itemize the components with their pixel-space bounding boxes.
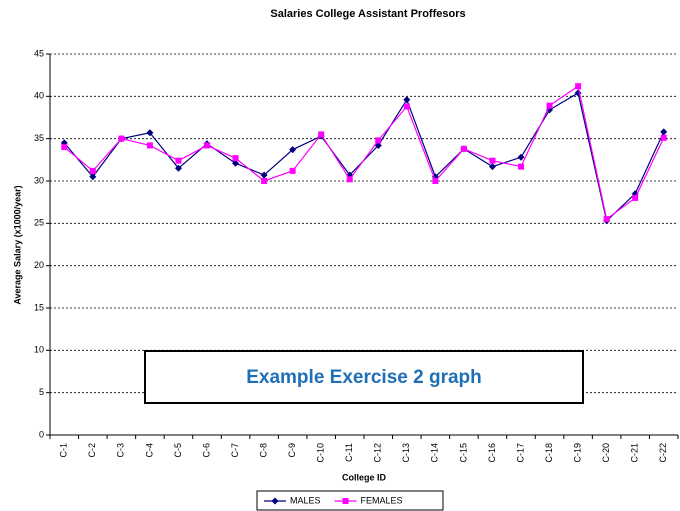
chart-title: Salaries College Assistant Proffesors [270,8,465,20]
data-point [432,178,439,184]
y-tick-label: 5 [39,387,44,397]
x-tick-label: C-9 [287,443,297,458]
data-point [232,155,239,162]
annotation-box [144,350,584,404]
data-point [488,163,496,171]
data-point [289,146,297,154]
y-tick-label: 25 [34,218,44,228]
x-tick-label: C-18 [544,443,554,463]
x-tick-label: C-19 [572,443,582,463]
series-line [63,85,665,221]
data-point [632,194,639,201]
y-tick-label: 0 [39,429,44,439]
data-point [603,216,610,223]
data-point [546,102,553,109]
x-axis-title: College ID [342,472,387,482]
x-tick-label: C-16 [487,443,497,463]
x-tick-label: C-20 [601,443,611,463]
data-point [232,159,240,167]
x-tick-label: C-13 [401,443,411,463]
data-point [517,153,525,161]
data-point [403,103,410,110]
x-tick-label: C-17 [515,443,525,463]
x-tick-label: C-5 [173,443,183,458]
y-tick-label: 30 [34,175,44,185]
data-point [518,163,524,170]
data-point [575,83,582,90]
data-point [375,137,382,144]
data-point [89,173,97,181]
data-point [175,157,182,164]
data-point [346,176,353,183]
x-tick-label: C-8 [258,443,268,458]
y-tick-label: 10 [34,345,44,355]
data-point [146,142,153,149]
data-point [118,135,125,142]
series-line [63,92,665,222]
y-tick-label: 20 [34,260,44,270]
x-tick-label: C-10 [316,443,326,463]
data-point [146,129,154,137]
data-point [318,131,325,138]
y-tick-label: 45 [34,48,44,58]
data-point [61,144,68,151]
data-point [260,171,268,179]
data-point [204,142,210,149]
data-point [489,157,496,164]
legend-label: MALES [290,495,321,505]
x-tick-label: C-3 [116,443,126,458]
y-axis-title: Average Salary (x1000/year) [12,185,22,304]
data-point [660,128,668,136]
data-point [403,96,411,104]
x-tick-label: C-4 [144,443,154,458]
data-point [289,167,296,174]
x-tick-label: C-21 [630,443,640,463]
y-tick-label: 40 [34,91,44,101]
x-tick-label: C-7 [230,443,240,458]
y-tick-label: 35 [34,133,44,143]
x-tick-label: C-22 [658,443,668,463]
x-tick-label: C-14 [430,443,440,463]
legend-marker [342,498,349,504]
x-tick-label: C-12 [373,443,383,463]
data-point [460,145,467,152]
data-point [89,167,96,174]
y-tick-label: 15 [34,302,44,312]
x-tick-label: C-15 [458,443,468,463]
x-tick-label: C-6 [201,443,211,458]
data-point [261,178,268,184]
data-point [174,164,182,172]
annotation: Example Exercise 2 graph [246,367,482,388]
x-tick-label: C-1 [59,443,69,458]
legend-label: FEMALES [361,495,403,505]
x-tick-label: C-2 [87,443,97,458]
legend-marker [271,497,279,505]
data-point [660,134,667,141]
x-tick-label: C-11 [344,443,354,462]
